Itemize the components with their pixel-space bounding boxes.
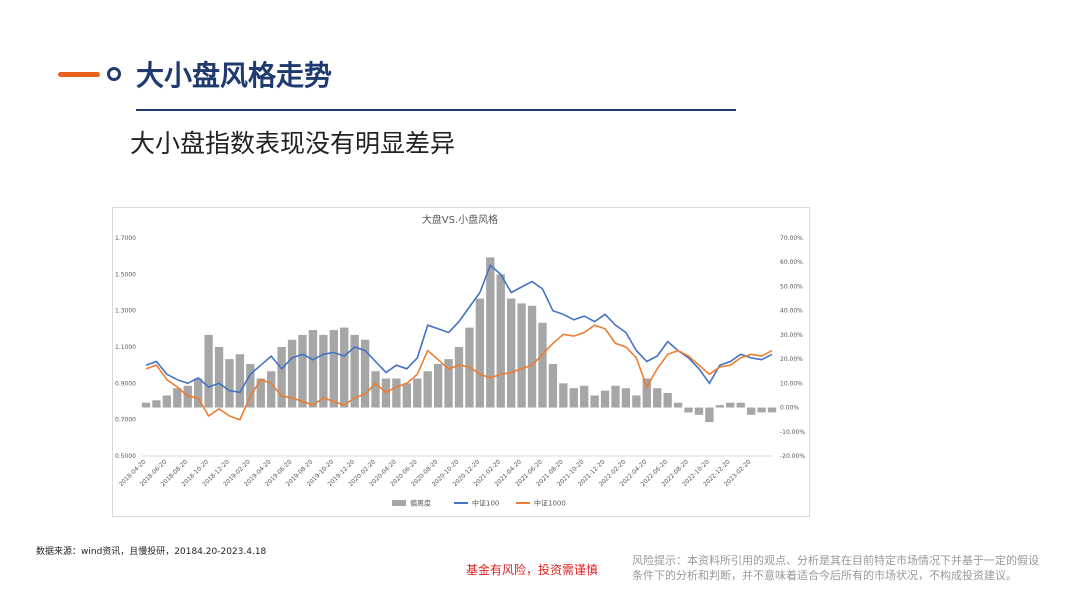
bar bbox=[152, 400, 161, 408]
bar bbox=[621, 388, 631, 408]
y-tick-label: 0.9000 bbox=[115, 380, 136, 387]
y-tick-label: 1.1000 bbox=[115, 344, 136, 351]
bar bbox=[246, 363, 255, 408]
line-series bbox=[145, 324, 773, 421]
bar bbox=[642, 378, 651, 408]
bar bbox=[287, 339, 297, 408]
bar bbox=[632, 395, 641, 408]
bar bbox=[433, 363, 443, 408]
bar bbox=[559, 383, 568, 408]
bar bbox=[214, 347, 224, 408]
bar bbox=[308, 330, 318, 408]
slide-subtitle: 大小盘指数表现没有明显差异 bbox=[130, 129, 456, 158]
legend-swatch bbox=[392, 500, 406, 506]
y2-tick-label: 40.00% bbox=[780, 308, 803, 315]
bar bbox=[371, 371, 380, 408]
y2-tick-label: 10.00% bbox=[780, 380, 803, 387]
y-tick-label: 0.7000 bbox=[115, 417, 136, 424]
bar bbox=[392, 378, 401, 408]
disclaimer-1: 风险提示：本资料所引用的观点、分析是其在目前特定市场情况下并基于一定的假设 bbox=[632, 554, 1039, 567]
bar bbox=[736, 402, 745, 408]
y2-tick-label: 70.00% bbox=[780, 235, 803, 242]
legend-label: 中证100 bbox=[472, 499, 499, 508]
y2-tick-label: 50.00% bbox=[780, 283, 803, 290]
bar bbox=[319, 334, 328, 408]
bar bbox=[423, 371, 432, 408]
chart-title: 大盘VS.小盘风格 bbox=[422, 213, 498, 226]
bar bbox=[256, 378, 265, 408]
bar bbox=[705, 407, 714, 423]
bar bbox=[173, 388, 182, 408]
bar bbox=[340, 327, 349, 408]
bar bbox=[454, 347, 464, 408]
y2-tick-label: 60.00% bbox=[780, 259, 803, 266]
y-tick-label: 1.7000 bbox=[115, 235, 136, 242]
bar bbox=[162, 395, 172, 408]
y2-tick-label: -20.00% bbox=[780, 453, 805, 460]
bar bbox=[298, 334, 307, 408]
bar bbox=[506, 298, 516, 408]
bar bbox=[746, 407, 756, 415]
bar bbox=[204, 334, 213, 408]
bar bbox=[402, 383, 412, 408]
accent-dot bbox=[107, 67, 121, 81]
bar bbox=[486, 257, 495, 408]
y-tick-label: 1.3000 bbox=[115, 308, 136, 315]
y2-tick-label: 20.00% bbox=[780, 356, 803, 363]
slide-title: 大小盘风格走势 bbox=[136, 59, 333, 92]
disclaimer-2: 条件下的分析和判断，并不意味着适合今后所有的市场状况，不构成投资建议。 bbox=[632, 569, 1017, 582]
risk-warning: 基金有风险，投资需谨慎 bbox=[466, 563, 599, 577]
bar bbox=[590, 395, 599, 408]
line-series bbox=[145, 263, 773, 394]
bar bbox=[653, 388, 662, 408]
bar bbox=[517, 303, 526, 408]
bar bbox=[277, 347, 286, 408]
bar bbox=[225, 359, 234, 408]
bar bbox=[715, 405, 725, 408]
bar bbox=[726, 402, 735, 408]
bar bbox=[673, 402, 683, 408]
y-tick-label: 0.5000 bbox=[115, 453, 136, 460]
bar bbox=[684, 407, 693, 413]
y2-tick-label: 30.00% bbox=[780, 332, 803, 339]
chart-frame bbox=[112, 207, 810, 517]
bar bbox=[527, 305, 537, 408]
y-tick-label: 1.5000 bbox=[115, 271, 136, 278]
bar bbox=[600, 390, 610, 408]
bar bbox=[611, 385, 620, 408]
bar bbox=[413, 378, 422, 408]
bar bbox=[329, 330, 338, 408]
bar bbox=[193, 378, 203, 408]
bar bbox=[548, 363, 558, 408]
bar bbox=[538, 322, 547, 408]
bar bbox=[235, 354, 245, 408]
bar bbox=[444, 359, 453, 408]
bar bbox=[663, 393, 672, 408]
bar bbox=[141, 402, 151, 408]
bar bbox=[496, 274, 505, 408]
title-rule bbox=[136, 109, 736, 111]
bar bbox=[694, 407, 704, 415]
accent-bar bbox=[58, 72, 100, 77]
bar bbox=[475, 298, 485, 408]
bar bbox=[767, 407, 777, 413]
y2-tick-label: -10.00% bbox=[780, 429, 805, 436]
y2-tick-label: 0.00% bbox=[780, 405, 799, 412]
bar bbox=[569, 388, 578, 408]
bar bbox=[360, 339, 370, 408]
source-note: 数据来源：wind资讯，且慢投研，20184.20-2023.4.18 bbox=[36, 547, 267, 557]
bar bbox=[267, 371, 276, 408]
legend-label: 中证1000 bbox=[534, 499, 566, 508]
bar bbox=[350, 334, 359, 408]
bar bbox=[757, 407, 766, 413]
legend-label: 偏离度 bbox=[410, 499, 431, 508]
bar bbox=[580, 385, 589, 408]
